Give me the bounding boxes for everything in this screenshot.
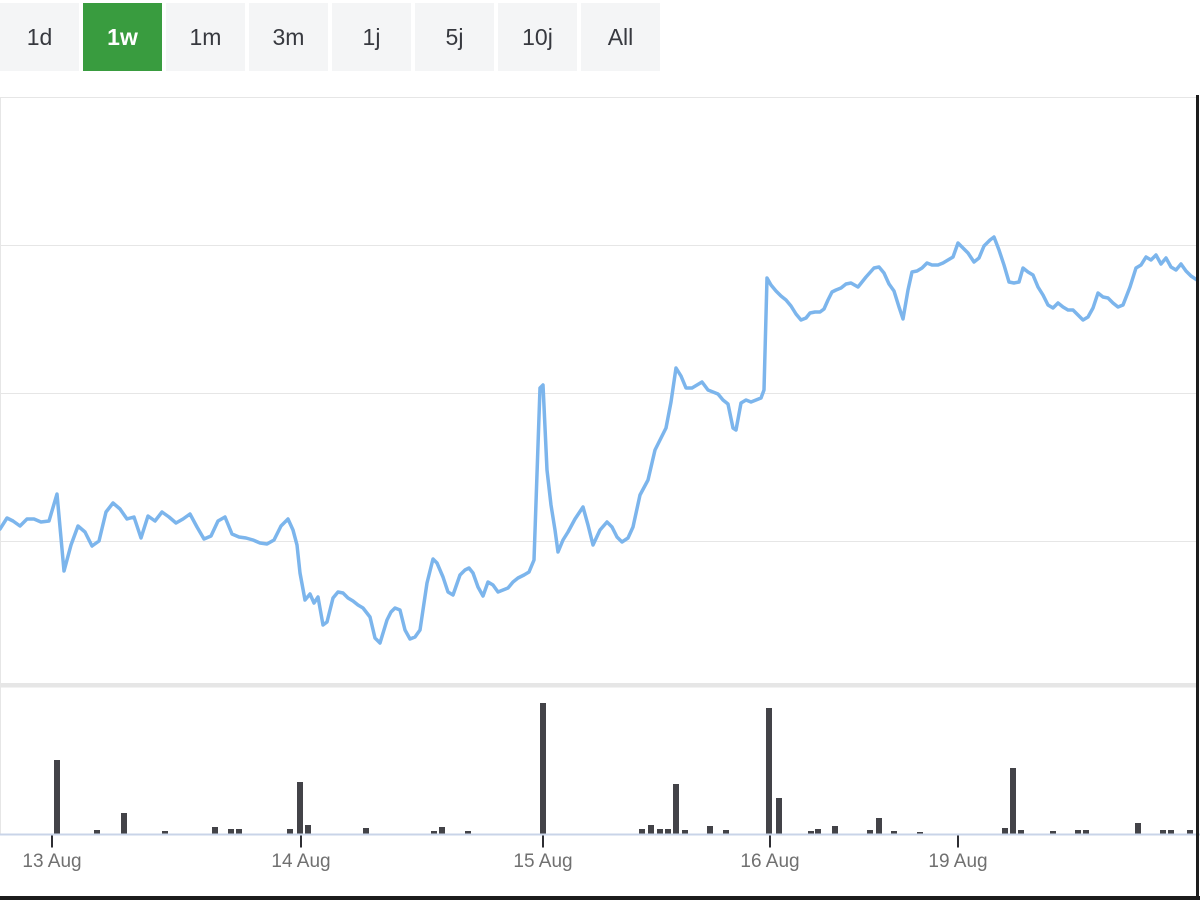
- gridlines: [0, 97, 1196, 834]
- x-axis-label-14-aug: 14 Aug: [271, 851, 331, 872]
- x-axis-label-16-aug: 16 Aug: [740, 851, 800, 872]
- x-axis-label-13-aug: 13 Aug: [22, 851, 82, 872]
- x-axis-label-15-aug: 15 Aug: [513, 851, 573, 872]
- range-button-1w[interactable]: 1w: [83, 3, 162, 71]
- range-button-all[interactable]: All: [581, 3, 660, 71]
- range-button-10j[interactable]: 10j: [498, 3, 577, 71]
- range-button-1j[interactable]: 1j: [332, 3, 411, 71]
- x-axis-label-19-aug: 19 Aug: [928, 851, 988, 872]
- price-line-series: [0, 235, 1199, 645]
- volume-bar-series: [54, 703, 1193, 835]
- range-button-5j[interactable]: 5j: [415, 3, 494, 71]
- chart-borders: [0, 95, 1200, 900]
- x-axis: [0, 833, 1200, 848]
- range-button-1d[interactable]: 1d: [0, 3, 79, 71]
- range-button-1m[interactable]: 1m: [166, 3, 245, 71]
- range-button-3m[interactable]: 3m: [249, 3, 328, 71]
